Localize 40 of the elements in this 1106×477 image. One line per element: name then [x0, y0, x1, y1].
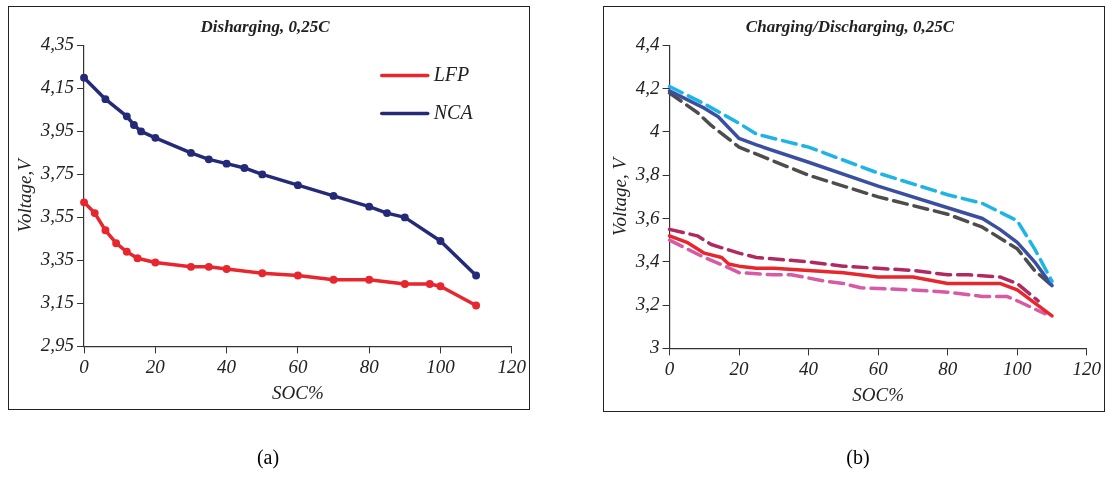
x-tick-label: 40 — [217, 355, 237, 377]
y-tick-label: 4,4 — [635, 33, 661, 55]
y-tick-label: 3,4 — [634, 249, 661, 271]
x-tick-label: 0 — [79, 355, 90, 377]
y-tick-label: 3,2 — [634, 293, 661, 315]
y-tick-label: 4,2 — [635, 76, 661, 98]
y-tick-label: 3,95 — [39, 119, 75, 141]
x-tick-label: 80 — [938, 357, 958, 379]
y-axis-title: Voltage, V — [609, 155, 631, 236]
x-tick-label: 40 — [799, 357, 819, 379]
x-tick-label: 100 — [1002, 357, 1032, 379]
legend-label: LFP — [432, 62, 470, 85]
x-tick-label: 100 — [426, 355, 456, 377]
x-tick-label: 80 — [359, 355, 380, 377]
y-tick-label: 3,55 — [39, 205, 75, 227]
x-tick-label: 20 — [729, 357, 750, 379]
x-axis-title: SOC% — [852, 383, 905, 405]
x-tick-label: 120 — [1072, 357, 1102, 379]
y-tick-label: 2,95 — [40, 334, 75, 356]
x-tick-label: 60 — [288, 355, 308, 377]
y-tick-label: 3,6 — [634, 206, 661, 228]
chart-title: Charging/Discharging, 0,25C — [745, 16, 955, 36]
x-tick-label: 20 — [145, 355, 166, 377]
legend-label: NCA — [432, 100, 474, 123]
y-tick-label: 3,8 — [634, 163, 661, 185]
y-tick-label: 4,15 — [40, 76, 75, 98]
text: (a) — [255, 446, 281, 469]
y-tick-label: 3 — [649, 336, 660, 358]
y-tick-label: 3,15 — [39, 291, 75, 313]
y-tick-label: 4,35 — [40, 33, 75, 55]
y-tick-label: 4 — [650, 119, 661, 141]
x-tick-label: 0 — [664, 357, 675, 379]
x-tick-label: 120 — [497, 355, 527, 377]
y-tick-label: 3,75 — [39, 162, 75, 184]
y-tick-label: 3,35 — [39, 248, 75, 270]
y-axis-title: Voltage,V — [14, 156, 36, 233]
chart-title: Disharging, 0,25C — [199, 16, 331, 36]
x-tick-label: 60 — [868, 357, 889, 379]
x-axis-title: SOC% — [272, 381, 324, 403]
text: (b) — [845, 446, 871, 469]
